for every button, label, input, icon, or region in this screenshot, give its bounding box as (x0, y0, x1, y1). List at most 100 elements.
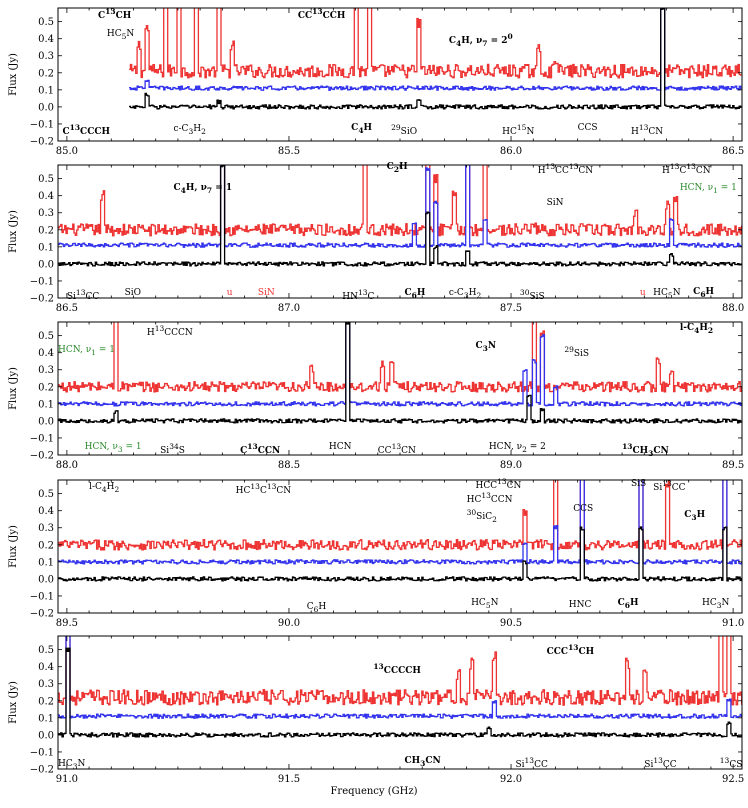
line-annotation: H13CC13CN (537, 162, 594, 177)
y-tick-label: 0.2 (38, 225, 54, 236)
line-annotation: C4H, ν7 = 20 (448, 32, 513, 49)
y-tick-label: 0.0 (38, 574, 54, 585)
line-annotation: Si13CC (515, 755, 548, 770)
x-tick-label: 86.5 (56, 303, 78, 314)
y-axis-title: Flux (Jy) (8, 681, 19, 724)
spectrum-line-1 (58, 480, 742, 551)
plot-frame (57, 7, 743, 142)
y-tick-label: 0.4 (38, 191, 54, 202)
line-annotation: SiS (630, 478, 647, 489)
line-annotation: CC13CN (377, 441, 416, 456)
x-tick-label: 89.5 (722, 460, 744, 471)
x-tick-label: 92.5 (722, 774, 744, 785)
x-axis-title: Frequency (GHz) (330, 786, 418, 797)
panel-3: 88.0 88.5 89.0 89.5 −0.2 −0.1 0.0 0.1 0.2 0.3 0.4 0… (8, 321, 744, 471)
line-annotation: HC5N (653, 288, 681, 301)
y-tick-label: −0.2 (30, 451, 54, 462)
y-tick-label: 0.1 (38, 713, 54, 724)
spectrum-line-2 (58, 322, 742, 407)
panel-5: 91.0 91.5 92.0 92.5 −0.2 −0.1 0.0 0.1 0.2 0.3 0.4 0… (8, 635, 744, 785)
line-annotation: HC5N (106, 28, 135, 41)
line-annotation: C2H (386, 162, 408, 174)
x-tick-label: 91.0 (722, 618, 744, 629)
line-annotation: SiN (257, 288, 275, 299)
line-annotation: CH3CN (404, 755, 441, 768)
line-annotation: C13CCCH (62, 122, 111, 137)
y-tick-label: −0.2 (30, 137, 54, 148)
line-annotation: CC13CCH (297, 6, 346, 21)
spectrum-line-3 (58, 322, 742, 424)
y-tick-label: 0.4 (38, 348, 54, 359)
y-tick-label: 0.3 (38, 679, 54, 690)
y-tick-label: 0.1 (38, 557, 54, 568)
y-tick-label: 0.2 (38, 540, 54, 551)
line-annotation: CCC13CH (546, 643, 595, 658)
y-tick-label: 0.5 (38, 489, 54, 500)
line-annotation: c-C3H2 (173, 124, 206, 137)
x-tick-label: 86.5 (722, 146, 744, 157)
line-annotation: l-C4H2 (89, 482, 120, 495)
line-annotation: C3H (684, 509, 706, 522)
line-annotation: HC5N (471, 598, 499, 610)
line-annotation: 13CH3CN (622, 441, 669, 458)
line-annotation: Si13CC (644, 755, 677, 770)
x-tick-label: 90.5 (500, 618, 522, 629)
x-tick-label: 89.5 (56, 618, 78, 629)
line-annotation: HCN, ν1 = 1 (679, 182, 737, 195)
line-annotation: HCN, ν1 = 1 (58, 344, 116, 357)
y-tick-label: −0.2 (30, 765, 54, 776)
line-annotation: C3N (475, 341, 497, 354)
x-tick-label: 85.0 (56, 146, 78, 157)
y-tick-label: 0.1 (38, 242, 54, 253)
panel-2: 86.5 87.0 87.5 88.0 −0.2 −0.1 0.0 0.1 0.2 0.3 0.4 0… (8, 164, 744, 314)
spectrum-line-2 (58, 165, 742, 248)
line-annotation: H13CCCN (146, 324, 193, 339)
line-annotation: HC13C13CN (235, 482, 292, 497)
y-tick-label: −0.1 (30, 433, 54, 444)
line-annotation: Si34S (160, 441, 185, 456)
line-annotation: HC3N (702, 598, 730, 610)
spectrum-line-1 (58, 165, 742, 237)
x-tick-label: 88.0 (56, 460, 78, 471)
x-tick-label: 87.0 (278, 303, 300, 314)
y-axis-title: Flux (Jy) (8, 53, 19, 96)
x-tick-label: 88.5 (278, 460, 300, 471)
line-annotation: CCS (573, 504, 594, 515)
line-annotation: 13CCCCH (373, 662, 421, 677)
line-annotation: l-C4H2 (679, 322, 714, 335)
line-annotation: C4H (351, 122, 373, 135)
line-annotation: C13CCN (240, 441, 281, 456)
line-annotation: HC13CCN (466, 490, 513, 505)
spectrum-line-3 (129, 8, 742, 110)
y-tick-label: −0.1 (30, 591, 54, 602)
plot-frame (57, 321, 743, 456)
line-annotation: HCN (328, 441, 352, 452)
y-axis-title: Flux (Jy) (8, 210, 19, 253)
y-tick-label: 0.1 (38, 399, 54, 410)
y-tick-label: 0.3 (38, 523, 54, 534)
line-annotation: 29SiS (564, 344, 590, 359)
line-annotation: 30SiC2 (466, 507, 497, 524)
line-annotation: C6H (306, 601, 327, 614)
line-annotation: SiO (124, 288, 142, 299)
y-tick-label: 0.2 (38, 696, 54, 707)
line-annotation: 29SiO (391, 122, 418, 137)
line-annotation: SiN (546, 197, 564, 208)
spectrum-line-3 (58, 526, 742, 582)
y-tick-label: −0.1 (30, 276, 54, 287)
line-annotation: Si13CC (653, 478, 686, 493)
y-tick-label: −0.1 (30, 119, 54, 130)
x-tick-label: 91.5 (278, 774, 300, 785)
line-annotation: H13C13CN (662, 162, 711, 177)
line-annotation: u (639, 288, 646, 299)
line-annotation: C13CH (97, 6, 132, 21)
spectrum-line-1 (129, 8, 742, 79)
line-annotation: HNC (568, 599, 592, 610)
y-tick-label: −0.2 (30, 294, 54, 305)
y-tick-label: 0.4 (38, 506, 54, 517)
x-tick-label: 86.0 (500, 146, 522, 157)
y-axis-title: Flux (Jy) (8, 525, 19, 568)
line-annotation: C4H, ν7 = 1 (173, 182, 233, 195)
y-tick-label: 0.5 (38, 174, 54, 185)
